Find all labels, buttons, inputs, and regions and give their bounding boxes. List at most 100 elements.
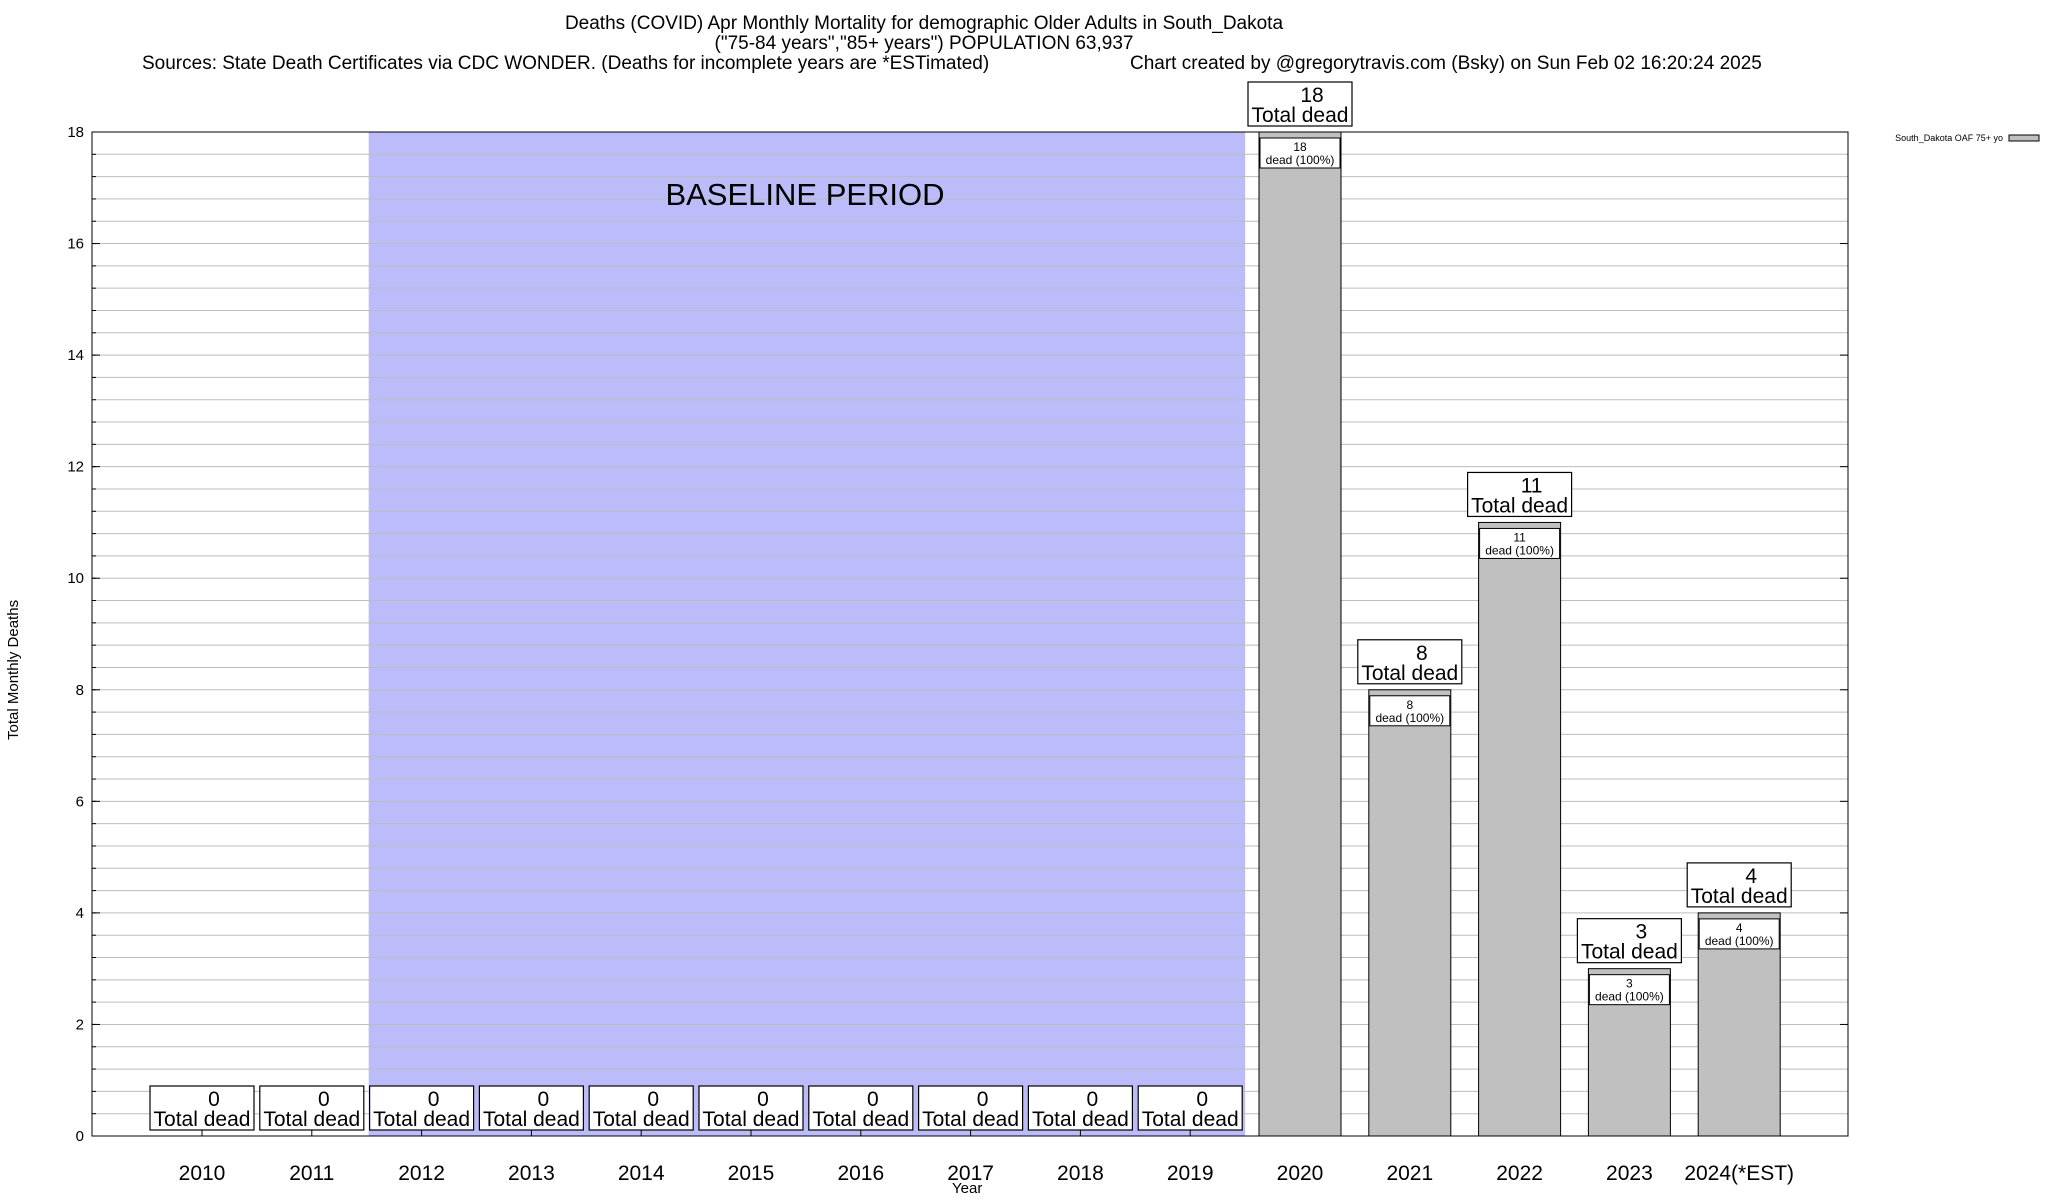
x-tick-label: 2015	[728, 1162, 775, 1185]
legend-label: South_Dakota OAF 75+ yo	[1895, 133, 2003, 143]
y-tick-label: 10	[67, 570, 84, 587]
x-tick-label: 2016	[837, 1162, 884, 1185]
x-tick-label: 2024(*EST)	[1684, 1162, 1794, 1185]
legend-swatch	[2008, 134, 2040, 142]
total-label: Total dead	[1691, 885, 1788, 908]
x-tick-label: 2013	[508, 1162, 555, 1185]
total-label: Total dead	[1032, 1108, 1129, 1131]
x-tick-label: 2018	[1057, 1162, 1104, 1185]
sources-note: Sources: State Death Certificates via CD…	[142, 53, 990, 74]
total-value: 0	[208, 1088, 220, 1111]
total-box	[1027, 1085, 1134, 1131]
total-label: Total dead	[1142, 1108, 1239, 1131]
total-label: Total dead	[812, 1108, 909, 1131]
total-label: Total dead	[703, 1108, 800, 1131]
y-tick-label: 6	[76, 793, 84, 810]
y-tick-label: 4	[76, 905, 84, 922]
bar	[1258, 131, 1342, 1137]
total-box	[1137, 1085, 1243, 1131]
total-label: Total dead	[373, 1108, 470, 1131]
y-tick-label: 18	[67, 124, 84, 141]
plot-frame	[91, 131, 1849, 1137]
total-label: Total dead	[1581, 941, 1678, 964]
total-box	[1576, 918, 1683, 964]
y-tick-label: 16	[67, 236, 84, 253]
total-label: Total dead	[922, 1108, 1019, 1131]
inner-label: dead (100%)	[1705, 934, 1774, 948]
x-tick-label: 2020	[1277, 1162, 1324, 1185]
x-tick-label: 2019	[1167, 1162, 1214, 1185]
total-box	[1357, 639, 1463, 685]
total-label: Total dead	[154, 1108, 251, 1131]
inner-label-box	[1479, 527, 1561, 559]
y-tick-label: 14	[67, 347, 84, 364]
x-tick-label: 2014	[618, 1162, 665, 1185]
x-tick-label: 2011	[289, 1162, 334, 1185]
total-box	[1686, 862, 1792, 908]
total-value: 0	[757, 1088, 769, 1111]
total-value: 0	[867, 1088, 879, 1111]
x-tick-label: 2021	[1386, 1162, 1433, 1185]
x-tick-label: 2023	[1606, 1162, 1653, 1185]
baseline-label: BASELINE PERIOD	[665, 177, 944, 212]
x-tick-label: 2010	[179, 1162, 226, 1185]
y-tick-label: 12	[67, 459, 84, 476]
x-tick-label: 2012	[398, 1162, 445, 1185]
inner-label: dead (100%)	[1485, 543, 1554, 557]
total-box	[1247, 81, 1353, 127]
total-box	[808, 1085, 914, 1131]
total-box	[698, 1085, 804, 1131]
total-value: 0	[647, 1088, 659, 1111]
total-box	[149, 1085, 255, 1131]
inner-value: 18	[1293, 140, 1307, 154]
total-value: 8	[1416, 642, 1428, 665]
total-value: 0	[1196, 1088, 1208, 1111]
total-box	[259, 1085, 365, 1131]
baseline-region	[368, 132, 1246, 1136]
inner-label: dead (100%)	[1375, 711, 1444, 725]
total-value: 0	[428, 1088, 440, 1111]
bar	[1697, 912, 1781, 1137]
total-label: Total dead	[1471, 494, 1568, 517]
bar	[1368, 689, 1452, 1137]
inner-value: 8	[1406, 698, 1413, 712]
x-tick-label: 2017	[947, 1162, 994, 1185]
inner-label-box	[1588, 974, 1670, 1006]
inner-value: 11	[1513, 530, 1526, 544]
total-value: 0	[318, 1088, 330, 1111]
x-axis-label: Year	[952, 1180, 983, 1197]
total-label: Total dead	[1252, 104, 1349, 127]
total-value: 11	[1521, 474, 1543, 497]
total-label: Total dead	[483, 1108, 580, 1131]
x-tick-label: 2022	[1496, 1162, 1543, 1185]
total-value: 3	[1636, 921, 1648, 944]
inner-label: dead (100%)	[1266, 153, 1335, 167]
chart-title: Deaths (COVID) Apr Monthly Mortality for…	[564, 13, 1284, 34]
total-box	[588, 1085, 694, 1131]
inner-label-box	[1369, 695, 1451, 727]
total-value: 0	[1087, 1088, 1099, 1111]
total-label: Total dead	[1361, 662, 1458, 685]
total-box	[478, 1085, 584, 1131]
total-value: 0	[538, 1088, 550, 1111]
total-label: Total dead	[593, 1108, 690, 1131]
inner-value: 4	[1736, 921, 1743, 935]
total-box	[369, 1085, 475, 1131]
created-note: Chart created by @gregorytravis.com (Bsk…	[1130, 53, 1762, 74]
total-label: Total dead	[263, 1108, 360, 1131]
total-box	[917, 1085, 1024, 1131]
total-box	[1466, 471, 1573, 518]
y-tick-label: 0	[76, 1128, 84, 1145]
chart-subtitle: ("75-84 years","85+ years") POPULATION 6…	[714, 33, 1134, 54]
y-tick-label: 8	[76, 682, 84, 699]
inner-label-box	[1698, 918, 1780, 950]
inner-label-box	[1259, 137, 1341, 169]
bar	[1478, 521, 1562, 1137]
total-value: 4	[1745, 865, 1757, 888]
inner-label: dead (100%)	[1595, 990, 1664, 1004]
y-tick-label: 2	[76, 1016, 84, 1033]
total-value: 0	[977, 1088, 989, 1111]
inner-value: 3	[1626, 977, 1633, 991]
total-value: 18	[1300, 84, 1323, 107]
